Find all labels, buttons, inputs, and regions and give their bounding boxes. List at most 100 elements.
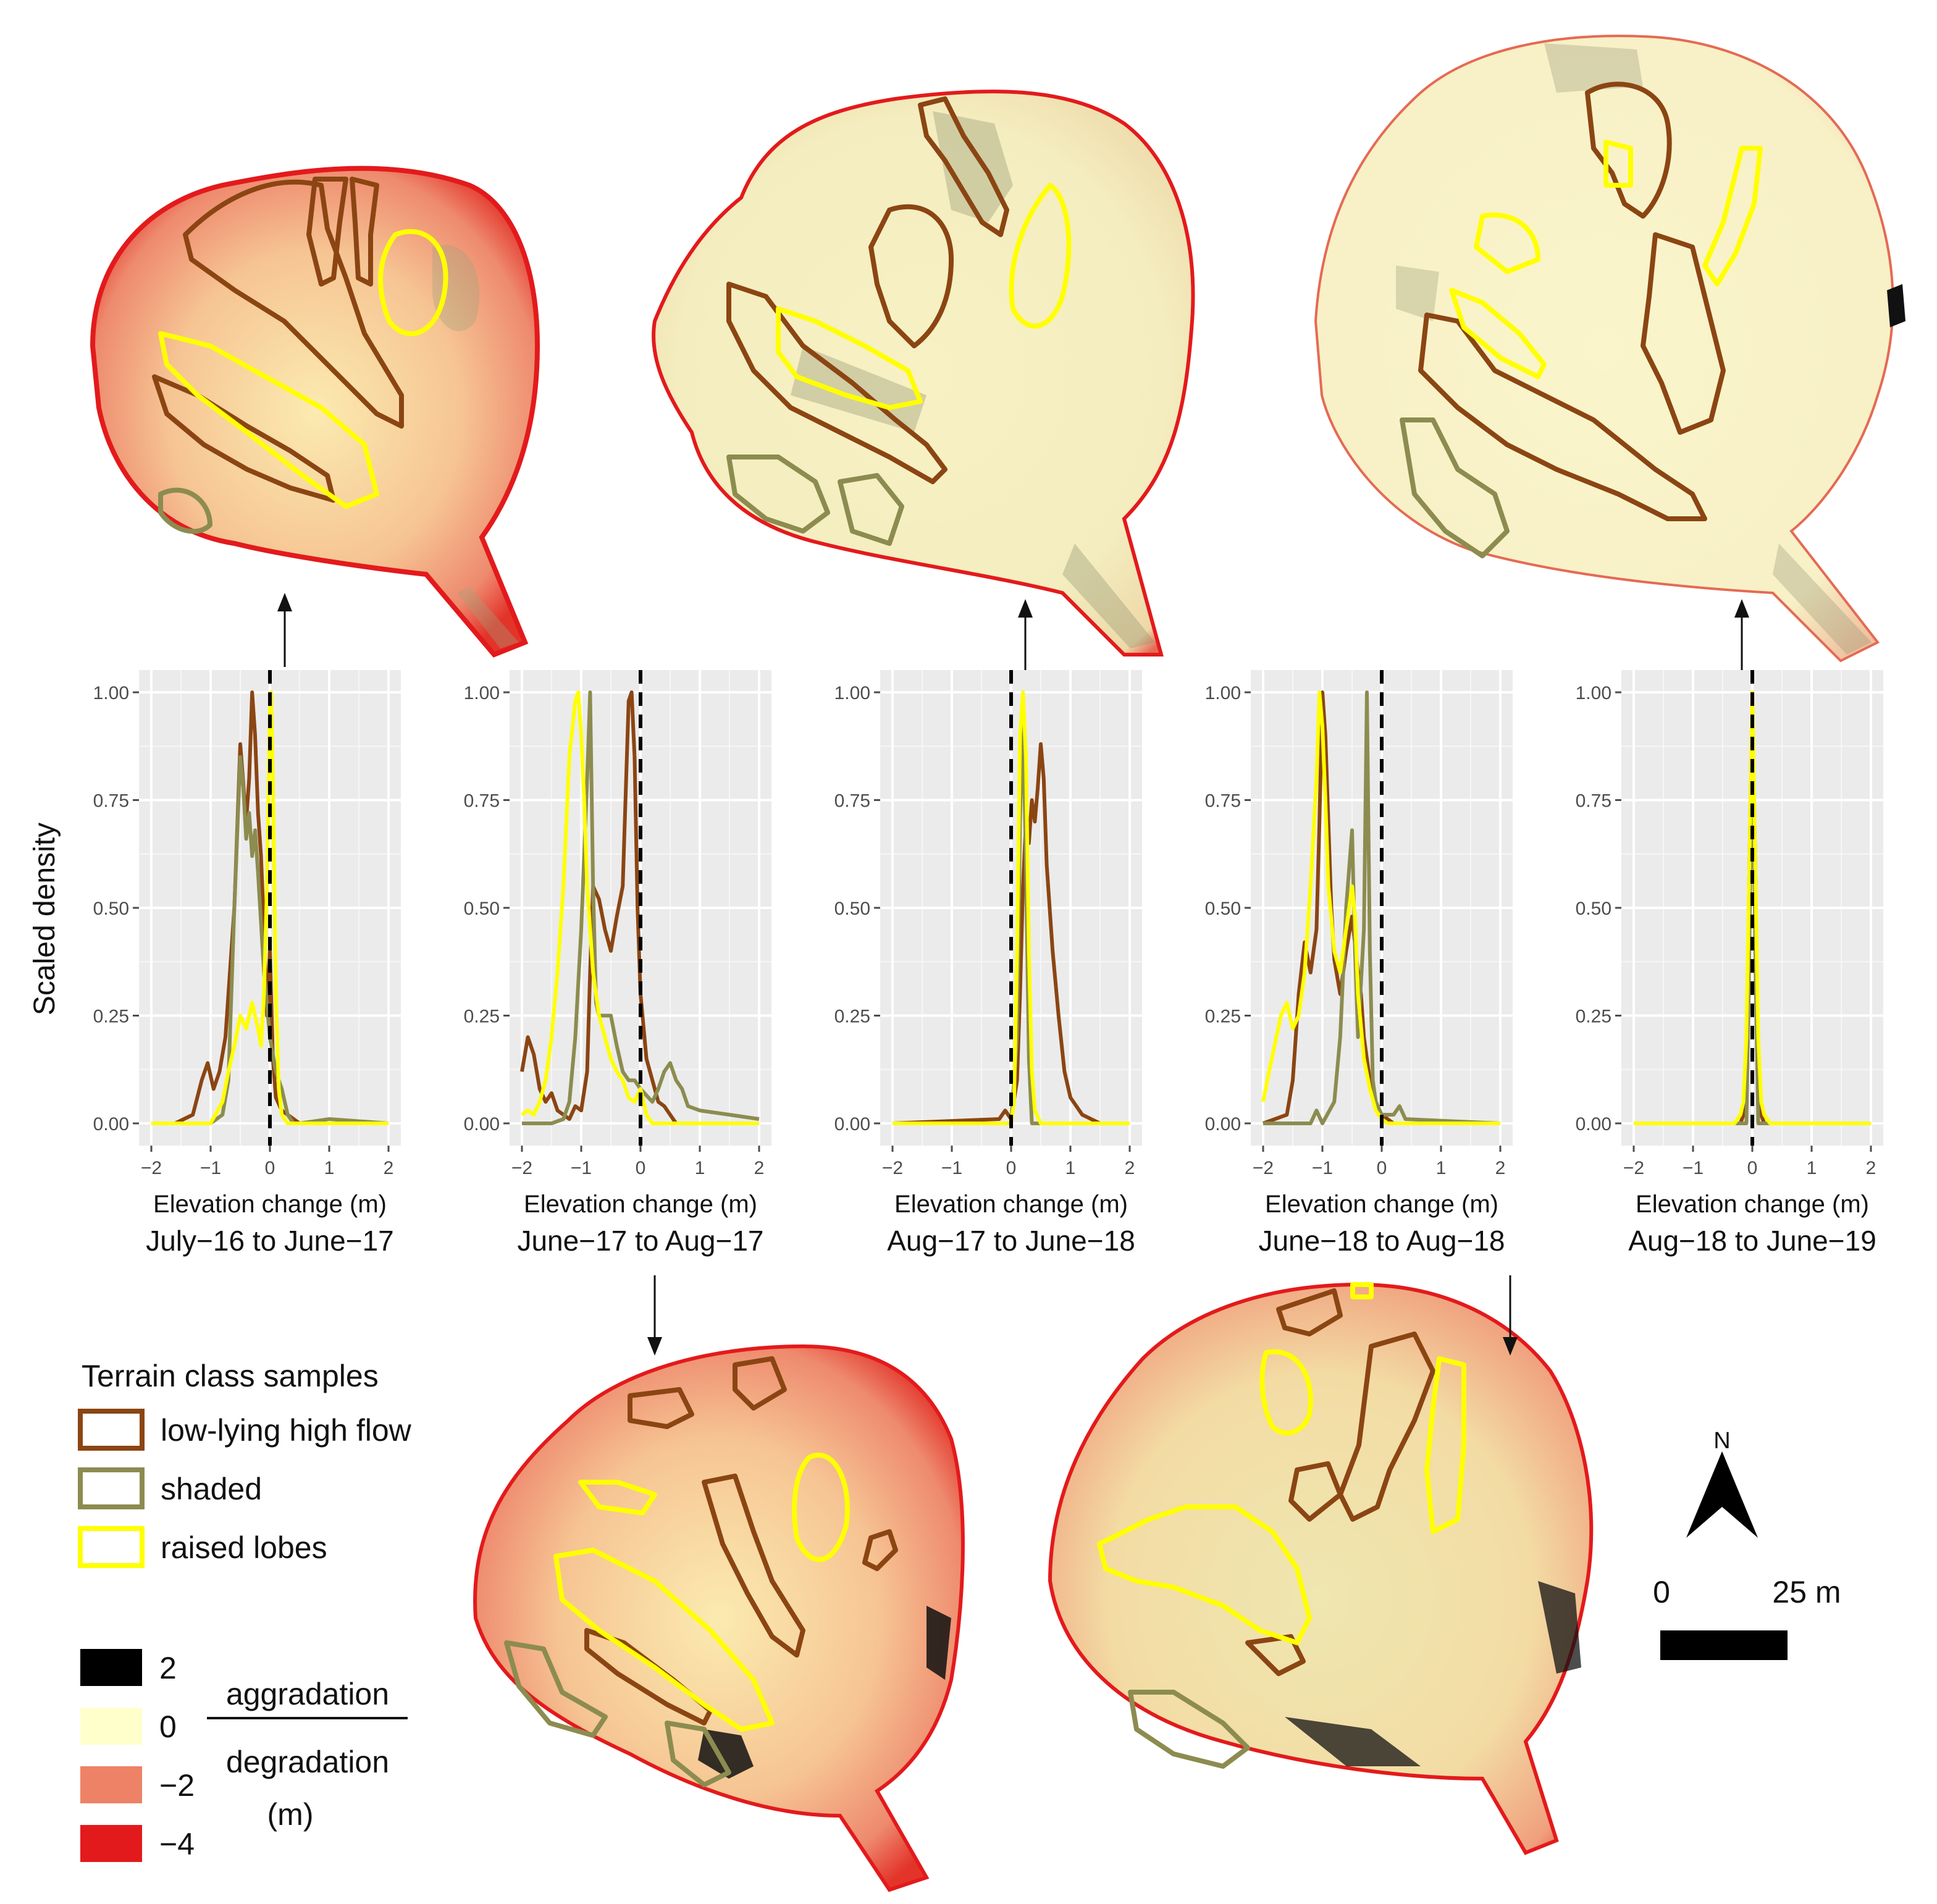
x-axis-title: Elevation change (m) — [894, 1191, 1128, 1218]
legend-title: Terrain class samples — [82, 1359, 379, 1393]
polygon-raised — [553, 1548, 775, 1732]
polygon-raised — [1449, 288, 1547, 379]
degradation-label: degradation — [226, 1745, 389, 1779]
polygon-raised — [776, 306, 923, 410]
polygon-low-lying — [733, 1356, 787, 1411]
x-tick-label: −2 — [882, 1158, 903, 1178]
terrain-polygons — [726, 96, 1072, 546]
arrow-down-1 — [647, 1275, 662, 1356]
panel-title: June−18 to Aug−18 — [1258, 1225, 1505, 1257]
polygon-shaded — [726, 455, 830, 534]
polygon-raised — [1474, 212, 1540, 274]
panel-title: Aug−17 to June−18 — [887, 1225, 1135, 1257]
map-july16-june17 — [90, 166, 540, 658]
density-panel-2: 0.00 0.25 0.50 0.75 1.00 −2 −1 0 1 2 Elevation cha… — [464, 670, 771, 1257]
color-swatch-0 — [80, 1708, 142, 1745]
x-tick-label: 0 — [1747, 1158, 1758, 1178]
polygon-shaded — [158, 487, 212, 534]
y-tick-label: 0.75 — [464, 791, 500, 812]
x-tick-label: −1 — [1683, 1158, 1704, 1178]
polygon-raised — [792, 1453, 850, 1562]
y-axis-title: Scaled density — [28, 823, 61, 1015]
north-arrow-icon — [1686, 1451, 1758, 1538]
y-tick-label: 0.75 — [93, 791, 129, 812]
x-tick-label: −1 — [200, 1158, 221, 1178]
legend-item-low-lying: low-lying high flow — [78, 1409, 412, 1451]
y-tick-label: 1.00 — [1205, 683, 1241, 703]
x-tick-label: 1 — [695, 1158, 705, 1178]
polygon-low-lying — [726, 282, 947, 484]
y-tick-label: 0.50 — [464, 899, 500, 919]
polygon-low-lying — [702, 1474, 805, 1658]
polygon-low-lying — [1585, 82, 1672, 219]
terrain-polygons — [1400, 82, 1763, 558]
polygon-low-lying — [306, 177, 348, 287]
density-panel-1: 0.00 0.25 0.50 0.75 1.00 −2 −1 0 1 2 Elevation cha… — [93, 670, 401, 1257]
x-tick-label: 1 — [1065, 1158, 1076, 1178]
north-arrow: N — [1686, 1428, 1758, 1538]
y-tick-label: 0.50 — [1576, 899, 1611, 919]
polygon-low-lying — [1641, 232, 1726, 435]
polygon-raised — [1259, 1349, 1313, 1436]
polygon-raised — [1009, 183, 1072, 329]
density-panel-4: 0.00 0.25 0.50 0.75 1.00 −2 −1 0 1 2 Elevation cha… — [1205, 670, 1513, 1257]
density-line-raised-lobes — [1261, 690, 1500, 1125]
y-tick-label: 0.00 — [834, 1114, 870, 1134]
y-tick-label: 0.75 — [1576, 791, 1611, 812]
legend-swatch-low-lying — [78, 1409, 145, 1451]
arrow-up-1 — [277, 593, 292, 667]
density-line-raised-lobes — [521, 690, 759, 1125]
density-line-shaded — [151, 755, 389, 1125]
arrow-up-3 — [1734, 599, 1749, 670]
panel-title: June−17 to Aug−17 — [517, 1225, 763, 1257]
density-panel-5: 0.00 0.25 0.50 0.75 1.00 −2 −1 0 1 2 Elevation cha… — [1576, 670, 1883, 1257]
polygon-low-lying — [918, 96, 1009, 237]
y-tick-label: 0.50 — [1205, 899, 1241, 919]
scale-bar: 0 25 m — [1653, 1575, 1841, 1660]
y-tick-label: 0.00 — [1576, 1114, 1611, 1134]
map-june17-aug17 — [473, 1344, 965, 1892]
polygon-shaded — [838, 473, 904, 546]
x-axis-title: Elevation change (m) — [1636, 1191, 1869, 1218]
color-label-0: 0 — [159, 1709, 177, 1744]
x-tick-label: 1 — [324, 1158, 335, 1178]
x-tick-label: 0 — [265, 1158, 275, 1178]
polygon-raised — [1424, 1356, 1466, 1534]
scale-label-end: 25 m — [1772, 1575, 1841, 1609]
map-outline — [652, 90, 1195, 656]
x-tick-label: 2 — [754, 1158, 765, 1178]
x-tick-label: 2 — [1495, 1158, 1506, 1178]
legend-label-shaded: shaded — [161, 1472, 262, 1506]
color-swatch-neg4 — [80, 1825, 142, 1862]
terrain-polygons — [152, 177, 448, 534]
polygon-low-lying — [1338, 1332, 1435, 1522]
terrain-polygons — [1097, 1282, 1466, 1769]
legend-label-low-lying: low-lying high flow — [161, 1413, 412, 1448]
y-tick-label: 1.00 — [1576, 683, 1611, 703]
map-shade — [1285, 1581, 1581, 1766]
polygon-low-lying — [868, 204, 954, 348]
y-tick-label: 0.50 — [93, 899, 129, 919]
polygon-shaded — [1400, 417, 1510, 558]
x-tick-label: 0 — [1006, 1158, 1017, 1178]
polygon-low-lying — [862, 1529, 898, 1571]
map-dark-spot — [1887, 284, 1905, 327]
y-tick-label: 1.00 — [93, 683, 129, 703]
x-axis-title: Elevation change (m) — [524, 1191, 757, 1218]
density-line-raised-lobes — [151, 690, 389, 1125]
map-shade — [432, 245, 519, 648]
density-line-low-lying-high-flow — [520, 690, 759, 1125]
elevation-color-legend: 2 0 −2 −4 aggradation degradation (m) — [80, 1649, 408, 1862]
color-swatch-neg2 — [80, 1766, 142, 1803]
map-aug18-june19 — [1314, 35, 1905, 663]
map-outline — [1048, 1282, 1594, 1855]
polygon-raised — [578, 1480, 657, 1516]
legend-item-shaded: shaded — [78, 1467, 262, 1509]
terrain-legend: Terrain class samples low-lying high flo… — [78, 1359, 412, 1568]
map-shade — [791, 111, 1155, 648]
polygon-raised — [1603, 140, 1633, 188]
map-outline — [473, 1344, 965, 1892]
x-axis-title: Elevation change (m) — [1265, 1191, 1498, 1218]
legend-label-raised-lobes: raised lobes — [161, 1530, 327, 1565]
